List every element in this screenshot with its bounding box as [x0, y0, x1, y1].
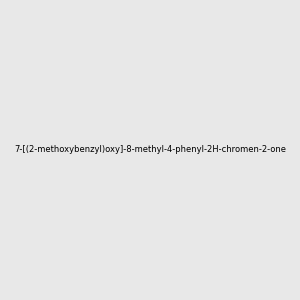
Text: 7-[(2-methoxybenzyl)oxy]-8-methyl-4-phenyl-2H-chromen-2-one: 7-[(2-methoxybenzyl)oxy]-8-methyl-4-phen…: [14, 146, 286, 154]
